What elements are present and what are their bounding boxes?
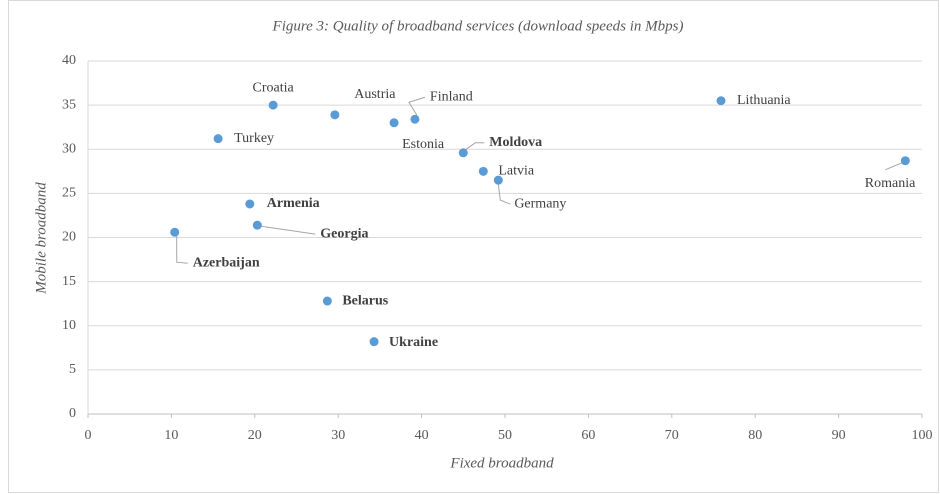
point-label: Latvia xyxy=(498,164,535,179)
chart-frame xyxy=(8,0,939,493)
point xyxy=(170,227,180,237)
point-label: Austria xyxy=(354,87,396,102)
leader-line xyxy=(408,96,426,116)
leader-line xyxy=(260,225,316,235)
point xyxy=(322,296,332,306)
x-tick-label: 90 xyxy=(832,428,846,443)
point-label: Estonia xyxy=(402,137,445,152)
x-tick-label: 50 xyxy=(498,428,512,443)
leader-line xyxy=(176,236,188,264)
point-label: Lithuania xyxy=(737,93,791,108)
x-tick-label: 0 xyxy=(85,428,92,443)
point-label: Romania xyxy=(865,176,916,191)
point xyxy=(330,110,340,120)
x-tick-label: 20 xyxy=(248,428,262,443)
point xyxy=(716,96,726,106)
point-label: Armenia xyxy=(267,196,320,211)
y-tick-label: 35 xyxy=(62,97,76,112)
point-label: Croatia xyxy=(253,80,295,95)
x-tick-label: 10 xyxy=(164,428,178,443)
point xyxy=(268,100,278,110)
point xyxy=(252,220,262,230)
point xyxy=(389,118,399,128)
point-label: Belarus xyxy=(342,293,388,308)
point xyxy=(493,175,503,185)
x-tick-label: 40 xyxy=(415,428,429,443)
point-label: Moldova xyxy=(489,135,542,150)
leader-line xyxy=(885,162,903,171)
point-label: Georgia xyxy=(320,226,368,241)
x-axis-title: Fixed broadband xyxy=(449,455,554,471)
y-tick-label: 5 xyxy=(69,362,76,377)
y-tick-label: 0 xyxy=(69,406,76,421)
y-tick-label: 25 xyxy=(62,186,76,201)
y-tick-label: 15 xyxy=(62,274,76,289)
y-tick-label: 30 xyxy=(62,141,76,156)
point xyxy=(410,114,420,124)
leader-line xyxy=(465,142,485,151)
leader-line xyxy=(497,184,511,205)
point xyxy=(245,199,255,209)
x-tick-label: 30 xyxy=(331,428,345,443)
y-tick-label: 10 xyxy=(62,318,76,333)
y-tick-label: 40 xyxy=(62,53,76,68)
point-label: Turkey xyxy=(234,131,274,146)
y-tick-label: 20 xyxy=(62,230,76,245)
y-axis-title: Mobile broadband xyxy=(33,182,49,295)
chart-title: Figure 3: Quality of broadband services … xyxy=(272,18,684,34)
point xyxy=(478,166,488,176)
x-tick-label: 60 xyxy=(581,428,595,443)
point-label: Germany xyxy=(514,196,566,211)
x-tick-label: 80 xyxy=(748,428,762,443)
x-tick-label: 70 xyxy=(665,428,679,443)
point-label: Azerbaijan xyxy=(193,255,260,270)
point xyxy=(369,337,379,347)
point xyxy=(458,148,468,158)
point xyxy=(900,156,910,166)
point xyxy=(213,134,223,144)
x-tick-label: 100 xyxy=(912,428,933,443)
point-label: Finland xyxy=(430,89,473,104)
point-label: Ukraine xyxy=(389,335,438,350)
